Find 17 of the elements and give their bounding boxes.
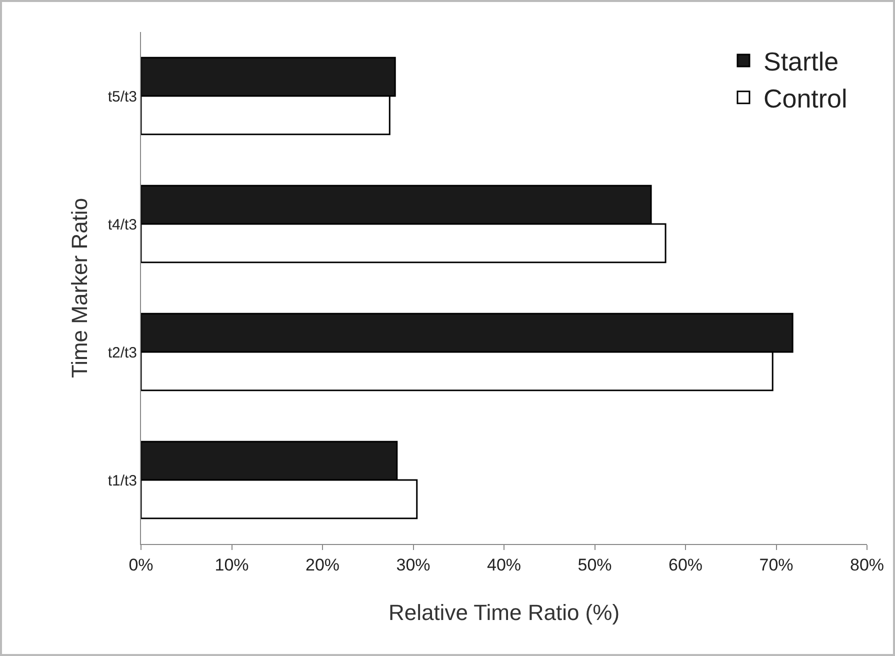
- y-tick-label: t2/t3: [108, 344, 137, 362]
- x-tick-label: 70%: [759, 555, 794, 574]
- x-tick-label: 40%: [486, 555, 522, 574]
- x-tick-label: 80%: [850, 555, 884, 574]
- legend-label: Control: [763, 83, 848, 114]
- x-tick-label: 20%: [305, 555, 340, 574]
- y-tick-label: t5/t3: [108, 88, 137, 106]
- y-axis-title: Time Marker Ratio: [67, 198, 92, 378]
- y-tick-label: t4/t3: [108, 216, 137, 234]
- x-tick-label: 10%: [214, 555, 249, 574]
- x-tick-label: 50%: [578, 555, 612, 574]
- x-tick-label: 60%: [668, 555, 703, 574]
- x-tick-label: 0%: [128, 555, 154, 574]
- x-tick-label: 30%: [396, 555, 430, 574]
- y-tick-label: t1/t3: [108, 472, 137, 490]
- x-axis-title: Relative Time Ratio (%): [388, 600, 620, 625]
- legend-label: Startle: [763, 46, 839, 77]
